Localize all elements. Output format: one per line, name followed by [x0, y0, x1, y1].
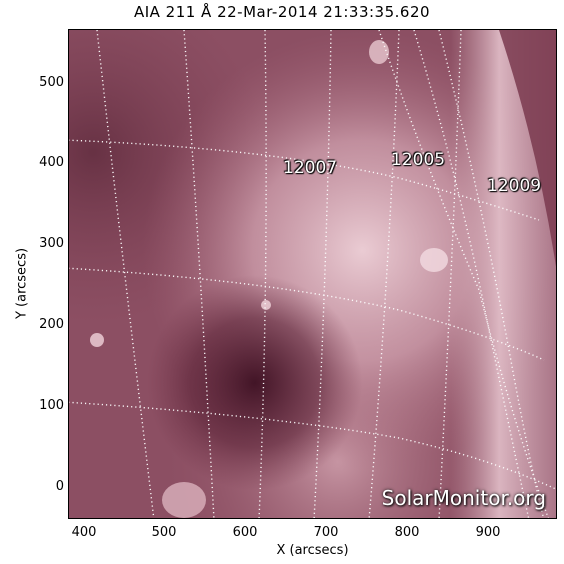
y-tick-label: 500 [39, 75, 64, 90]
active-region-label: 12007 [283, 158, 338, 178]
x-tick-label: 900 [475, 525, 501, 540]
x-tick-label: 700 [313, 525, 339, 540]
active-region-label: 12009 [487, 176, 542, 196]
x-tick-label: 800 [394, 525, 420, 540]
x-tick-label: 600 [232, 525, 258, 540]
y-tick-label: 100 [39, 398, 64, 413]
watermark: SolarMonitor.org [381, 486, 546, 510]
x-tick-label: 500 [151, 525, 177, 540]
x-axis-label: X (arcsecs) [276, 543, 349, 558]
x-tick-label: 400 [71, 525, 97, 540]
solar-image [69, 30, 556, 518]
y-axis-label: Y (arcsecs) [14, 247, 30, 320]
y-tick-label: 200 [39, 317, 64, 332]
image-title: AIA 211 Å 22-Mar-2014 21:33:35.620 [133, 3, 431, 21]
y-tick-label: 400 [39, 155, 64, 170]
solar-image-panel: 12007 12005 12009 [68, 29, 557, 519]
y-tick-label: 300 [39, 236, 64, 251]
y-tick-label: 0 [55, 479, 64, 494]
active-region-label: 12005 [391, 150, 446, 170]
